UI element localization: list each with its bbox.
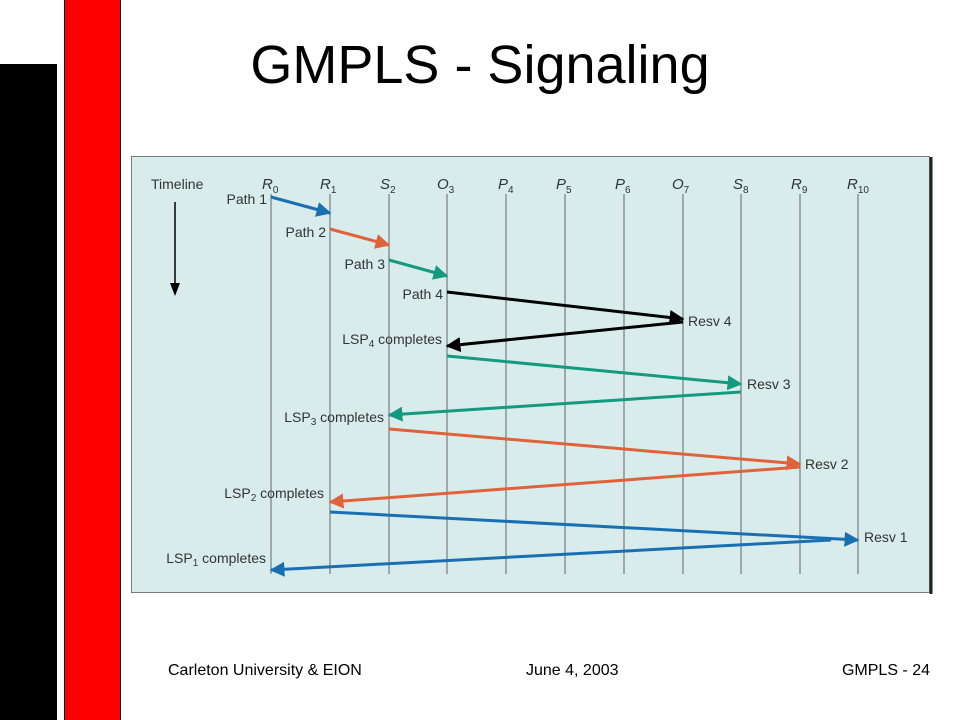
node-label-o3: O3 [437, 176, 455, 196]
diagram-background [131, 156, 930, 593]
lsp2-to-resv1-arrow [329, 510, 860, 547]
lsp4-to-resv3-arrow [446, 354, 743, 391]
node-label-r9: R9 [791, 176, 808, 196]
resv-4-arrow [445, 320, 684, 353]
node-label-p5: P5 [556, 176, 572, 196]
resv-2-label: Resv 2 [805, 456, 849, 472]
path-1-label: Path 1 [227, 191, 268, 207]
path-4-arrow [446, 290, 685, 325]
path-4-label: Path 4 [403, 286, 444, 302]
node-label-s8: S8 [733, 176, 749, 196]
node-label-r0: R0 [262, 176, 279, 196]
path-2-arrow [329, 227, 391, 249]
footer-slide-number: GMPLS - 24 [841, 662, 930, 679]
lsp-1-completes-label: LSP1 completes [166, 550, 266, 569]
left-black-bar [0, 64, 57, 720]
path-2-label: Path 2 [286, 224, 327, 240]
node-lines [270, 194, 859, 574]
node-label-p6: P6 [615, 176, 631, 196]
resv-2-arrow [328, 465, 801, 509]
lsp-2-completes-label: LSP2 completes [224, 485, 324, 504]
path-3-arrow [388, 258, 449, 280]
node-label-o7: O7 [672, 176, 690, 196]
timeline-label: Timeline [151, 176, 204, 192]
lsp3-to-resv2-arrow [388, 427, 802, 471]
timeline-arrow-head [170, 283, 180, 296]
lsp-4-completes-label: LSP4 completes [342, 331, 442, 350]
node-label-r10: R10 [847, 176, 869, 196]
node-label-s2: S2 [380, 176, 396, 196]
resv-3-arrow [387, 390, 742, 422]
footer-date: June 4, 2003 [526, 662, 619, 679]
node-label-p4: P4 [498, 176, 514, 196]
slide-title: GMPLS - Signaling [250, 35, 710, 95]
resv-4-label: Resv 4 [688, 313, 732, 329]
path-1-arrow [270, 195, 332, 217]
node-headers: R0 R1 S2 O3 P4 P5 P6 O7 S8 R9 R10 [262, 176, 869, 196]
signaling-diagram: Timeline R0 R1 S2 O3 P4 P5 P6 O7 S8 R9 R… [131, 156, 933, 594]
left-red-bar [64, 0, 121, 720]
node-label-r1: R1 [320, 176, 337, 196]
footer-organization: Carleton University & EION [168, 662, 362, 679]
resv-3-label: Resv 3 [747, 376, 791, 392]
path-3-label: Path 3 [345, 256, 386, 272]
resv-1-arrow [269, 538, 832, 577]
lsp-3-completes-label: LSP3 completes [284, 409, 384, 428]
resv-1-label: Resv 1 [864, 529, 908, 545]
